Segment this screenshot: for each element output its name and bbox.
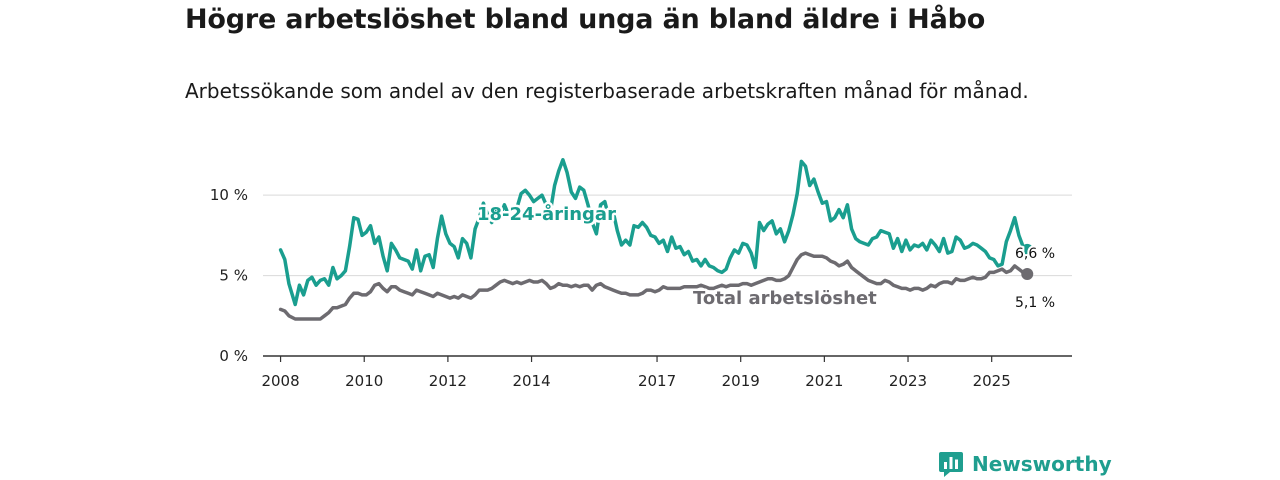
newsworthy-logo-icon: [939, 452, 963, 477]
x-tick-label: 2014: [512, 372, 550, 390]
y-tick-label: 10 %: [210, 186, 248, 204]
series-labels: 18-24-åringar Total arbetslöshet 6,6 % 5,1 …: [475, 201, 1058, 314]
x-tick-label: 2025: [973, 372, 1011, 390]
brand-logo[interactable]: Newsworthy: [938, 449, 1112, 479]
brand-name: Newsworthy: [972, 452, 1112, 476]
series-lines: [278, 158, 1029, 321]
x-tick-label: 2010: [345, 372, 383, 390]
series-line-18-24: [278, 158, 1029, 307]
x-tick-label: 2008: [261, 372, 299, 390]
axes: 0 % 5 % 10 % 2008 2010 2012 2014 2017 2019 2021 20…: [210, 186, 1072, 390]
chart-subtitle: Arbetssökande som andel av den registerb…: [185, 79, 1029, 103]
x-tick-label: 2017: [638, 372, 676, 390]
gridlines: [263, 194, 1072, 277]
end-label-18-24: 6,6 %: [1015, 246, 1055, 262]
end-point-18-24: [1021, 243, 1034, 256]
series-label-total: Total arbetslöshet: [693, 288, 877, 309]
x-tick-label: 2021: [805, 372, 843, 390]
series-label-18-24: 18-24-åringar: [477, 203, 616, 225]
y-tick-label: 5 %: [219, 267, 248, 285]
x-tick-label: 2023: [889, 372, 927, 390]
end-label-total: 5,1 %: [1015, 295, 1055, 311]
end-point-total: [1021, 267, 1034, 280]
x-tick-label: 2012: [429, 372, 467, 390]
x-tick-label: 2019: [722, 372, 760, 390]
series-line-total: [278, 251, 1029, 321]
chart-title: Högre arbetslöshet bland unga än bland ä…: [185, 4, 986, 35]
y-tick-label: 0 %: [219, 347, 248, 365]
